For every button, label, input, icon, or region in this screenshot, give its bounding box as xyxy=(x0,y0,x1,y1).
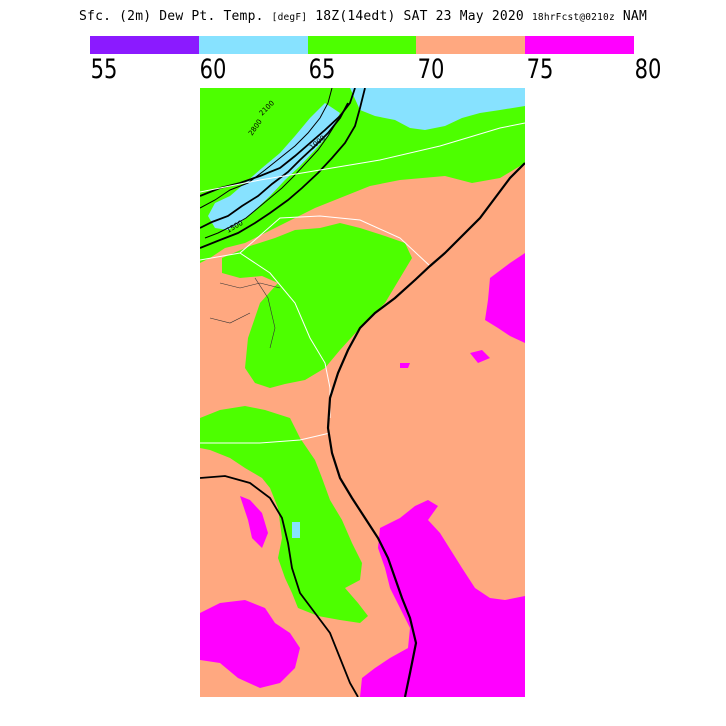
legend-tick-60: 60 xyxy=(199,54,227,85)
coastline xyxy=(326,162,525,697)
legend-tick-75: 75 xyxy=(526,54,554,85)
legend-tick-55: 55 xyxy=(90,54,118,85)
county-line-c xyxy=(254,277,276,349)
legend-tick-70: 70 xyxy=(417,54,445,85)
thin-contours xyxy=(200,88,339,239)
region-65-70-florida xyxy=(200,406,368,623)
region-75-80-keys-blob xyxy=(448,603,472,630)
title-time: 18Z(14edt) xyxy=(315,9,396,24)
region-75-80-blob-a xyxy=(470,350,490,363)
region-75-80-gulf-coast xyxy=(240,496,268,548)
border-ga-fl xyxy=(200,432,331,444)
region-60-65-appalachian xyxy=(208,103,340,230)
title-forecast: 18hrFcst@0210z xyxy=(531,12,615,23)
region-75-80-south-florida-east xyxy=(360,500,525,697)
gulf-coastline xyxy=(200,475,359,697)
county-lines xyxy=(209,277,281,349)
region-60-65-north-east xyxy=(350,88,525,130)
region-75-80-offshore xyxy=(485,253,525,343)
dewpoint-map-svg: 2100 2800 1000 1500 xyxy=(200,88,525,697)
border-va-nc xyxy=(200,122,525,193)
county-line-b xyxy=(209,312,251,324)
contour-line-c xyxy=(200,88,366,249)
height-contours xyxy=(200,88,366,249)
legend-swatch-60-65 xyxy=(198,36,308,54)
legend-tick-labels: 55 60 65 70 75 80 xyxy=(0,56,726,90)
legend-swatch-70-75 xyxy=(416,36,526,54)
region-75-80-south-florida-west xyxy=(200,600,300,688)
dewpoint-map: 2100 2800 1000 1500 xyxy=(200,88,525,697)
contour-thin-a xyxy=(200,88,333,209)
state-borders xyxy=(200,122,525,444)
title-units: [degF] xyxy=(271,12,308,23)
legend-tick-80: 80 xyxy=(634,54,662,85)
contour-thin-b xyxy=(204,119,339,239)
region-65-70-piedmont xyxy=(222,223,412,388)
title-main: Sfc. (2m) Dew Pt. Temp. xyxy=(79,9,264,24)
legend-tick-65: 65 xyxy=(308,54,336,85)
region-65-70-north xyxy=(200,88,525,263)
region-60-65-spot xyxy=(292,522,300,538)
region-75-80-blob-b xyxy=(400,363,410,368)
legend-swatch-65-70 xyxy=(307,36,417,54)
map-title: Sfc. (2m) Dew Pt. Temp. [degF] 18Z(14edt… xyxy=(0,9,726,24)
title-model: NAM xyxy=(622,9,647,24)
border-sc-ga xyxy=(239,252,331,418)
county-line-a xyxy=(219,282,281,289)
title-date: SAT 23 May 2020 xyxy=(403,9,524,24)
legend-swatch-55-60 xyxy=(90,36,199,54)
color-legend-bar xyxy=(90,36,634,54)
legend-swatch-75-80 xyxy=(525,36,634,54)
contour-line-b xyxy=(200,102,349,229)
